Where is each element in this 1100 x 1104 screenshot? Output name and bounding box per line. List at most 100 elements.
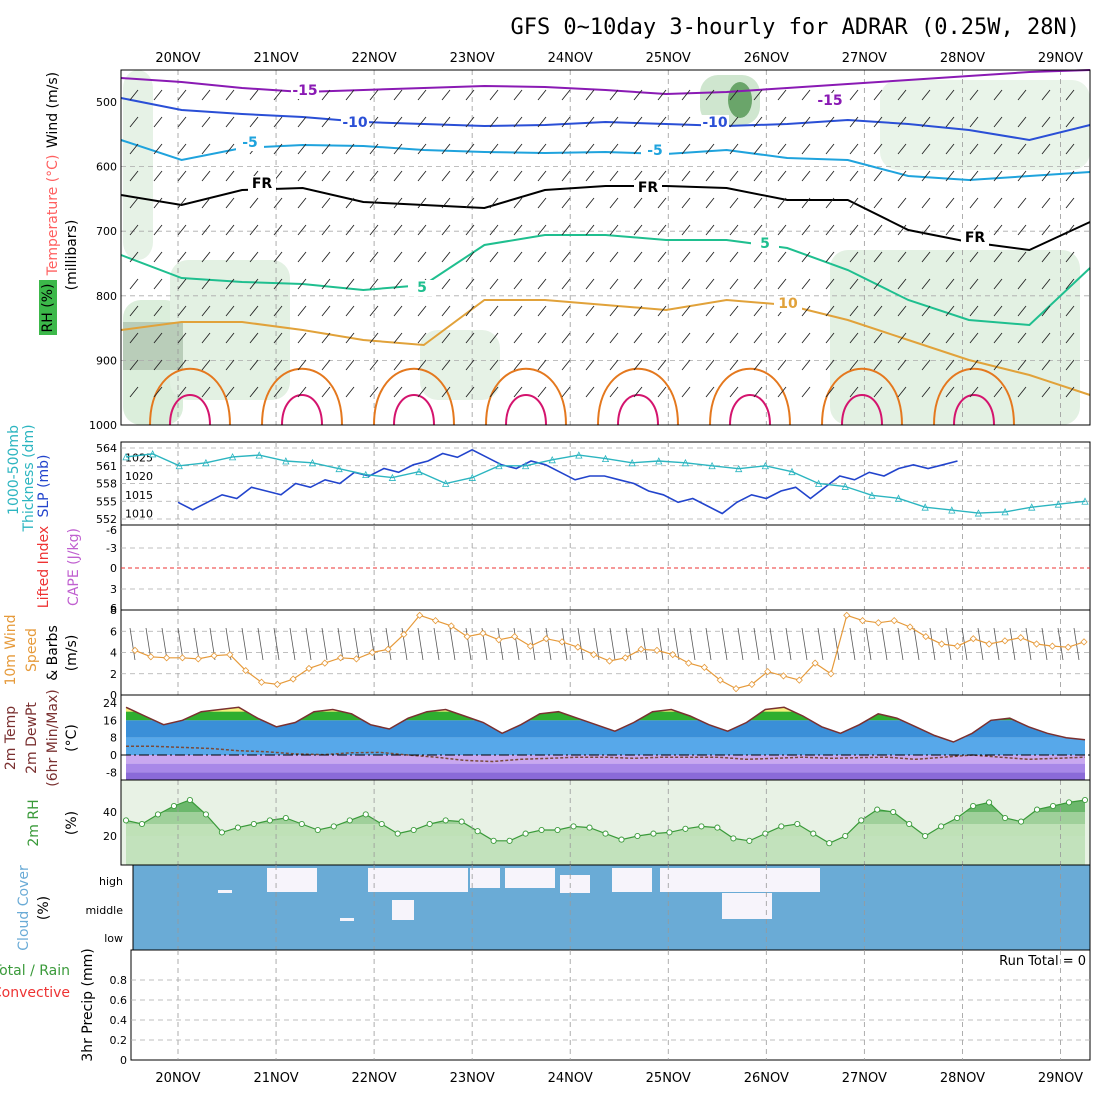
wind-barb — [465, 89, 475, 101]
wind10-marker — [147, 653, 155, 661]
wind-barb — [345, 143, 355, 155]
wind-barb — [729, 332, 739, 344]
contour-hot — [281, 394, 323, 426]
wind-barb — [249, 224, 259, 236]
contour-warm — [821, 367, 903, 426]
wind-barb — [801, 359, 811, 371]
rh-marker — [650, 830, 657, 837]
wind-barb — [1041, 197, 1051, 209]
rh-marker — [1065, 799, 1073, 806]
wind-barb — [753, 305, 763, 317]
wind-barb — [201, 143, 211, 155]
lifted-index-panel: -6 -3 0 3 6 — [106, 524, 1091, 615]
date-label-bottom: 23NOV — [450, 1071, 495, 1086]
wind-barb — [561, 251, 571, 263]
cloud-clear-area — [340, 918, 354, 921]
contour-warm — [709, 367, 791, 426]
wind-barb — [1065, 305, 1075, 317]
precip-tick: 0.4 — [110, 1014, 128, 1027]
wind-barb — [129, 143, 139, 155]
wind-tick: 2 — [110, 668, 117, 681]
wind-barb — [825, 143, 835, 155]
contour-hot — [953, 394, 995, 426]
wind10-marker — [1080, 638, 1088, 646]
wind-barb — [465, 386, 475, 398]
wind-barb — [225, 305, 235, 317]
wind-barb — [153, 305, 163, 317]
wind-barb — [993, 305, 1003, 317]
rh-marker — [234, 824, 241, 831]
wind-barb — [201, 332, 211, 344]
wind10-barb — [897, 627, 904, 661]
rh-marker — [298, 820, 305, 828]
rh-shade — [123, 70, 153, 260]
wind-barb — [297, 359, 307, 371]
wind10-barb — [561, 627, 568, 661]
wind-barb — [297, 305, 307, 317]
wind-barb — [681, 89, 691, 101]
wind-barb — [537, 332, 547, 344]
thick-right-tick: 1025 — [125, 451, 153, 464]
rh-shade-dark — [728, 82, 752, 118]
wind10-barb — [497, 627, 504, 661]
upper-frame — [120, 69, 1091, 426]
ylabel-rh-swatch — [39, 280, 57, 335]
wind10-marker — [210, 652, 218, 660]
wind-barb — [489, 116, 499, 128]
wind10-marker — [1017, 634, 1025, 642]
thickness-marker — [468, 473, 476, 481]
wind-barb — [633, 359, 643, 371]
wind-barb — [753, 386, 763, 398]
wind10-barb — [977, 627, 984, 661]
wind-barb — [273, 197, 283, 209]
rh-marker — [586, 824, 593, 831]
upper-tick: 500 — [96, 96, 117, 109]
wind-barb — [129, 89, 139, 101]
wind-barb — [729, 278, 739, 290]
wind10-marker — [1001, 637, 1009, 645]
wind10-barb — [705, 627, 712, 661]
wind-barb — [1017, 197, 1027, 209]
wind-barb — [129, 251, 139, 263]
wind-barb — [801, 116, 811, 128]
wind10-marker — [495, 636, 503, 644]
thickness-marker — [148, 450, 157, 458]
wind-barb — [297, 251, 307, 263]
temp-line — [125, 706, 1086, 743]
thickness-marker — [122, 452, 130, 461]
wind-barb — [1017, 386, 1027, 398]
wind10-barb — [417, 627, 424, 661]
ylabel-slp: SLP (mb) — [36, 454, 52, 517]
thickness-marker — [628, 458, 636, 467]
wind-barb — [537, 278, 547, 290]
contour-warm — [149, 367, 231, 426]
contour-warm — [373, 367, 455, 426]
wind-barb — [873, 143, 883, 155]
wind-barb — [417, 197, 427, 209]
wind-barb — [1041, 251, 1051, 263]
wind-barb — [249, 386, 259, 398]
wind10-marker — [368, 648, 376, 657]
wind-barb — [897, 359, 907, 371]
date-label-bottom: 26NOV — [744, 1071, 789, 1086]
wind-barb — [297, 332, 307, 344]
wind-barb — [273, 251, 283, 263]
wind-barb — [825, 116, 835, 128]
wind-barb — [729, 116, 739, 128]
wind-barb — [633, 332, 643, 344]
wind10-barb — [257, 627, 264, 661]
wind-barb — [585, 359, 595, 371]
wind-barb — [1041, 278, 1051, 290]
wind10-barb — [1057, 627, 1064, 661]
wind-barb — [465, 251, 475, 263]
wind-barb — [1017, 305, 1027, 317]
wind-barb — [801, 143, 811, 155]
wind-barb — [297, 224, 307, 236]
wind10-marker — [431, 617, 440, 625]
wind-barb — [465, 305, 475, 317]
contour-label: -5 — [242, 135, 258, 151]
wind-barb — [417, 116, 427, 128]
wind-barb — [729, 251, 739, 263]
wind-barb — [129, 386, 139, 398]
